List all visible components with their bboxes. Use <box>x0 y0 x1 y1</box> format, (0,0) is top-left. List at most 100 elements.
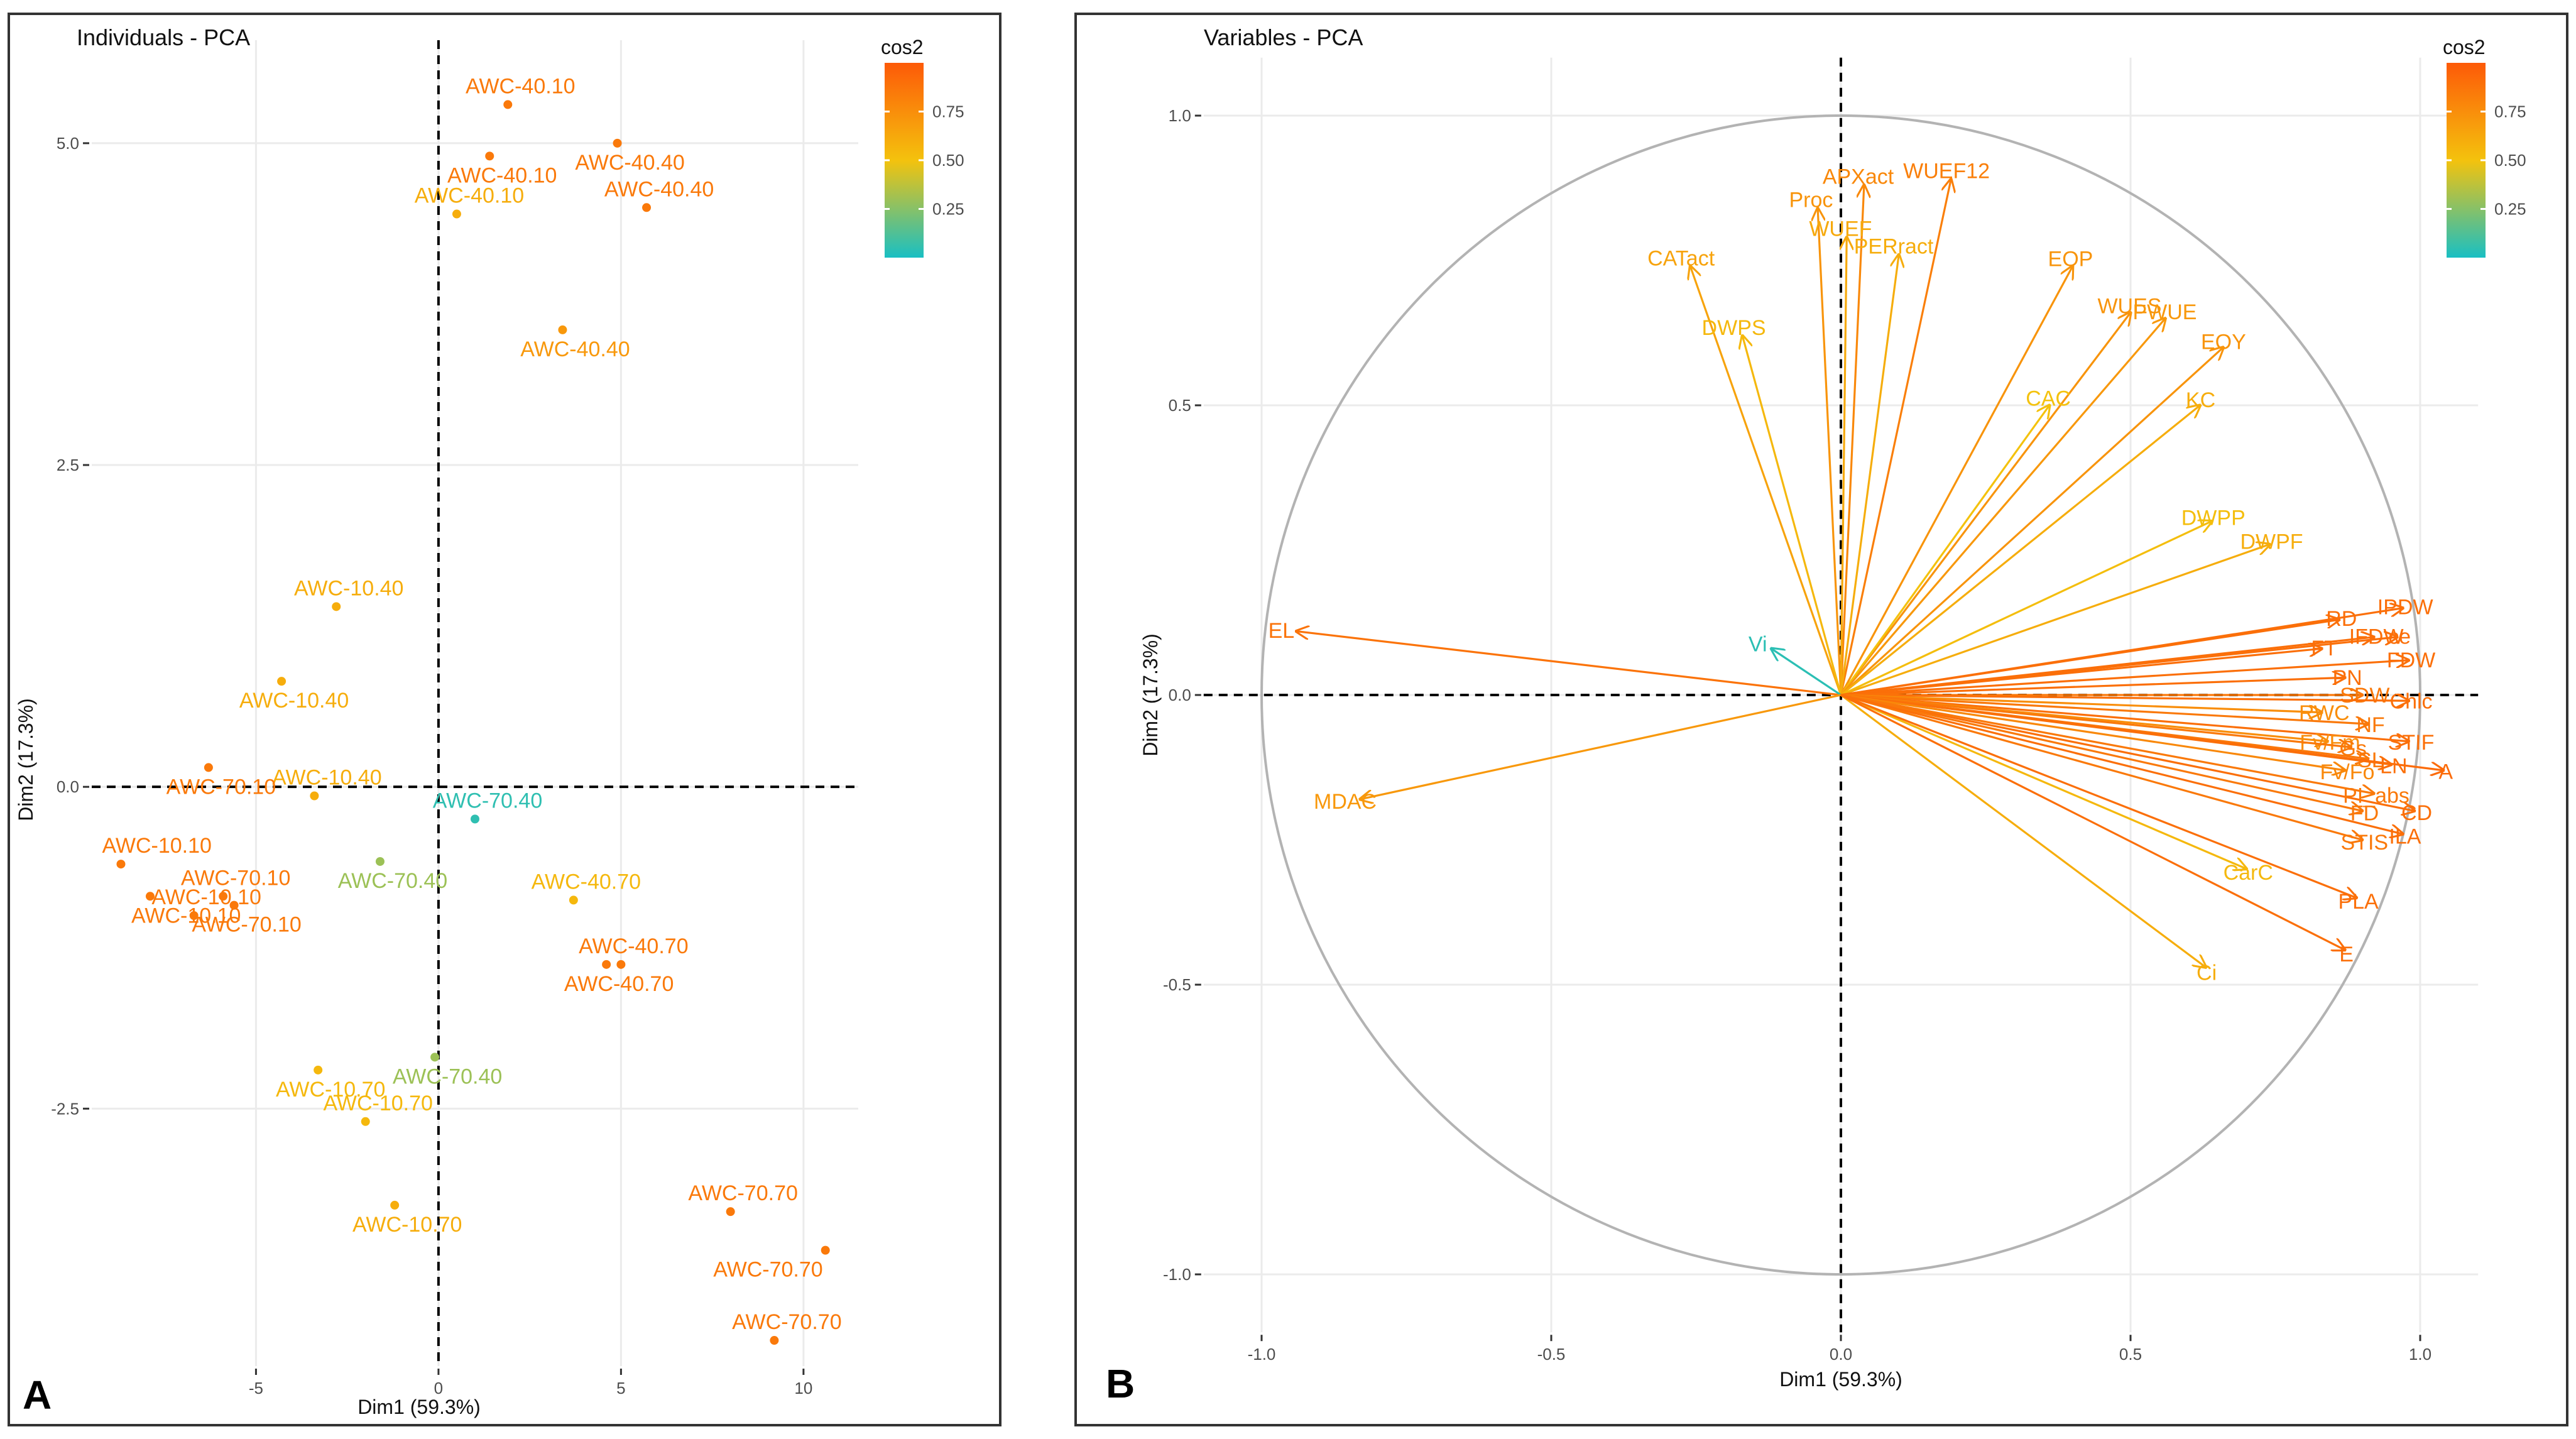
panel-label: B <box>1106 1361 1135 1406</box>
data-point-label: AWC-70.10 <box>192 913 301 937</box>
variable-label: DWPP <box>2181 506 2246 530</box>
data-point-label: AWC-40.70 <box>564 972 674 996</box>
data-point <box>310 791 319 801</box>
variable-arrow <box>1840 694 2345 770</box>
variable-label: Proc <box>1789 189 1833 212</box>
variable-arrow <box>1840 266 2073 696</box>
legend: cos2 0.25 0.50 0.75 <box>881 36 964 258</box>
data-point <box>642 203 652 212</box>
variable-label: STIS <box>2341 831 2389 855</box>
variable-label: FT <box>2311 637 2337 660</box>
variable-arrow <box>1360 694 1842 799</box>
data-point-label: AWC-10.10 <box>102 834 211 858</box>
data-point-label: AWC-70.70 <box>688 1181 797 1205</box>
data-point-label: AWC-70.70 <box>732 1310 841 1334</box>
variable-arrow <box>1840 694 2391 765</box>
variable-arrow <box>1840 405 2049 696</box>
data-point <box>189 911 199 921</box>
x-tick-label: 10 <box>794 1379 812 1398</box>
variable-label: WUEF <box>1809 217 1872 241</box>
grid-lines <box>92 40 858 1366</box>
legend-tick-label: 0.75 <box>2494 102 2526 121</box>
variable-label: LN <box>2380 754 2407 778</box>
x-tick-label: -0.5 <box>1537 1345 1566 1364</box>
data-point <box>145 892 155 901</box>
axes: -5 0 5 10 -2.5 0.0 2.5 5.0 <box>51 40 858 1398</box>
variable-arrow <box>1840 694 2345 950</box>
variable-arrow <box>1742 336 1842 696</box>
y-tick-label: -2.5 <box>51 1099 79 1118</box>
data-point-label: AWC-70.40 <box>433 789 542 813</box>
data-point-label: AWC-10.70 <box>323 1092 432 1115</box>
legend-colorbar <box>885 63 924 258</box>
variable-label: RD <box>2326 607 2357 631</box>
x-tick-label: 0 <box>434 1379 443 1398</box>
variable-arrow <box>1840 185 1864 696</box>
variable-arrow <box>1840 694 2362 811</box>
data-point-label: AWC-70.10 <box>181 866 290 890</box>
y-axis-label: Dim2 (17.3%) <box>14 698 37 821</box>
variable-label: STIF <box>2388 731 2435 755</box>
data-point-label: AWC-70.40 <box>393 1064 502 1088</box>
data-point <box>770 1336 779 1345</box>
variable-arrow <box>1840 648 2322 696</box>
data-point-label: AWC-10.40 <box>239 689 349 713</box>
variable-label: NF <box>2356 713 2384 737</box>
data-point-label: AWC-40.70 <box>579 934 688 958</box>
data-point <box>602 960 611 969</box>
variable-arrow <box>1840 405 2200 696</box>
data-point <box>821 1245 830 1255</box>
y-tick-label: 5.0 <box>57 134 79 153</box>
unit-circle <box>1260 114 2421 1276</box>
variable-arrow <box>1840 620 2339 696</box>
variable-arrow <box>1840 694 2409 741</box>
data-point <box>558 325 567 334</box>
variable-arrow <box>1840 347 2224 696</box>
variable-arrow <box>1840 677 2345 696</box>
legend-tick-label: 0.25 <box>2494 200 2526 219</box>
variable-label: CarC <box>2224 861 2273 885</box>
y-tick-label: -1.0 <box>1163 1265 1191 1284</box>
data-point <box>229 900 239 910</box>
variable-arrow <box>1840 544 2269 696</box>
legend-tick-label: 0.50 <box>2494 151 2526 170</box>
variable-label: KC <box>2186 388 2215 412</box>
data-point <box>726 1207 735 1217</box>
variable-label: SDW <box>2340 684 2389 708</box>
variable-arrow <box>1840 319 2165 696</box>
variable-arrow <box>1840 694 2415 811</box>
data-point-label: AWC-10.40 <box>294 576 403 600</box>
variable-arrow <box>1840 312 2131 696</box>
variable-label: APXact <box>1823 165 1894 189</box>
variable-label: Vi <box>1749 632 1767 656</box>
variable-label: CATact <box>1647 247 1715 271</box>
variable-arrow <box>1840 694 2368 724</box>
data-points: AWC-40.10AWC-40.10AWC-40.10AWC-40.40AWC-… <box>102 74 842 1345</box>
variable-label: ILA <box>2389 825 2421 849</box>
data-point-label: AWC-40.10 <box>447 163 557 187</box>
variable-arrow <box>1840 254 1899 696</box>
variable-arrow <box>1840 694 2403 834</box>
variable-label: IPDW <box>2377 596 2433 620</box>
data-point <box>314 1065 323 1075</box>
x-tick-label: 5 <box>616 1379 625 1398</box>
data-point <box>361 1117 370 1126</box>
data-point <box>390 1200 400 1210</box>
variable-arrow <box>1840 695 2409 701</box>
x-tick-label: -1.0 <box>1248 1345 1276 1364</box>
legend-tick-label: 0.75 <box>932 102 964 121</box>
variable-label: DWPF <box>2240 530 2303 554</box>
data-point-label: AWC-40.40 <box>604 177 714 201</box>
data-point-label: AWC-40.10 <box>466 74 575 98</box>
data-point-label: AWC-10.70 <box>276 1078 385 1102</box>
data-point <box>116 860 126 869</box>
data-point <box>503 100 513 109</box>
data-point-label: AWC-10.40 <box>272 765 381 789</box>
data-point <box>569 895 578 905</box>
legend-tick-label: 0.50 <box>932 151 964 170</box>
variable-arrow <box>1840 694 2246 869</box>
variable-label: EOP <box>2048 247 2093 271</box>
x-tick-label: 1.0 <box>2409 1345 2431 1364</box>
data-point-label: AWC-40.40 <box>575 151 684 175</box>
variable-label: WUEF12 <box>1903 160 1990 183</box>
